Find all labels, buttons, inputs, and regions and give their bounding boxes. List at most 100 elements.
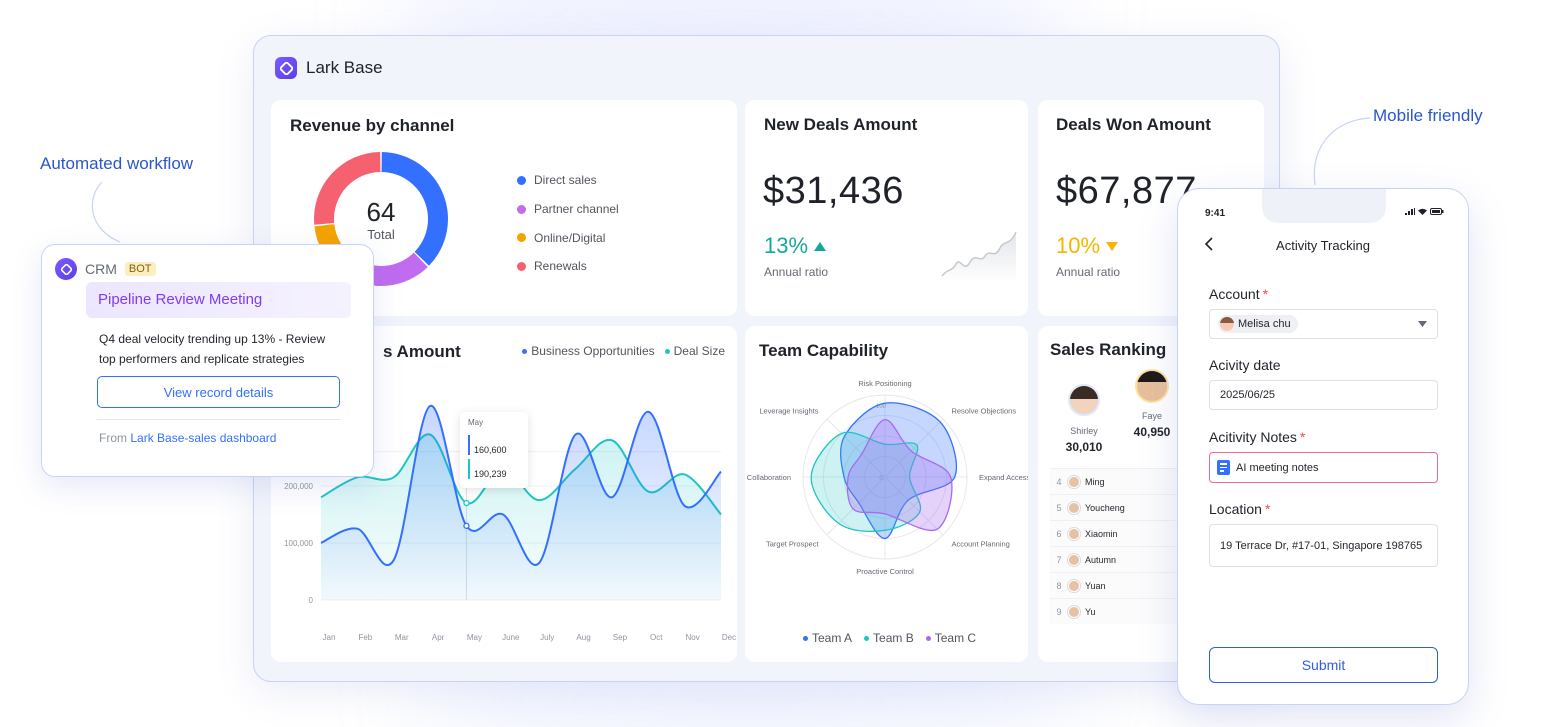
x-tick-label: Sep — [613, 633, 628, 642]
new-deals-sparkline — [941, 231, 1017, 283]
legend-item[interactable]: Renewals — [517, 252, 619, 281]
chevron-down-icon — [1418, 321, 1427, 327]
dashboard-window: Lark Base Revenue by channel 64 Total Di… — [253, 35, 1280, 682]
legend-label: Direct sales — [534, 173, 597, 188]
legend-item[interactable]: Direct sales — [517, 166, 619, 195]
radar-axis-label: Risk Positioning — [858, 379, 911, 388]
rank-name: Youcheng — [1085, 502, 1125, 513]
x-tick-label: Jan — [323, 633, 336, 642]
chart-tooltip: May 160,600 190,239 — [460, 412, 528, 488]
status-time: 9:41 — [1205, 208, 1226, 219]
series-area — [321, 405, 721, 600]
mobile-friendly-callout: Mobile friendly — [1373, 106, 1483, 125]
x-tick-label: May — [467, 633, 482, 642]
mobile-phone: 9:41 Activity Tracking Account * Melisa c… — [1177, 188, 1469, 705]
radar-axis-label: Proactive Control — [856, 567, 914, 576]
series-point — [463, 522, 470, 529]
legend-item[interactable]: Team C — [925, 631, 977, 645]
podium-second[interactable]: Shirley 30,010 — [1060, 384, 1108, 454]
crm-logo-icon — [55, 258, 77, 280]
account-label: Account * — [1209, 286, 1268, 302]
legend-label: Team C — [934, 631, 977, 645]
battery-icon — [1430, 208, 1444, 215]
crm-notification-card: CRM BOT Pipeline Review Meeting Q4 deal … — [41, 244, 374, 477]
legend-label: Renewals — [534, 259, 587, 274]
legend-dot — [522, 348, 528, 354]
wifi-icon — [1418, 208, 1427, 215]
x-tick-label: Mar — [395, 633, 409, 642]
amount-chart-title: s Amount — [383, 342, 461, 361]
triangle-up-icon — [814, 241, 827, 251]
revenue-title: Revenue by channel — [290, 116, 455, 135]
triangle-down-icon — [1106, 241, 1119, 251]
revenue-legend: Direct sales Partner channel Online/Digi… — [517, 166, 619, 281]
avatar — [1068, 527, 1080, 540]
x-tick-label: Apr — [432, 633, 445, 642]
date-input[interactable]: 2025/06/25 — [1209, 380, 1438, 410]
meeting-title: Pipeline Review Meeting — [86, 282, 351, 318]
podium-name: Faye — [1141, 411, 1162, 421]
radar-axis-label: Leverage Insights — [759, 407, 818, 416]
new-deals-amount: $31,436 — [763, 170, 904, 212]
amount-chart-legend: Business Opportunities Deal Size — [522, 344, 725, 358]
legend-item[interactable]: Team A — [803, 631, 852, 645]
x-tick-label: Aug — [576, 633, 590, 642]
rank-number: 4 — [1056, 476, 1062, 487]
lark-base-logo-icon — [275, 57, 297, 79]
rank-number: 8 — [1056, 580, 1062, 591]
y-tick-label: 0 — [309, 596, 314, 605]
deals-won-ratio-label: Annual ratio — [1056, 265, 1121, 279]
legend-dot — [664, 348, 670, 354]
radar-tick-label: 0 — [879, 476, 883, 482]
notes-input[interactable]: AI meeting notes — [1209, 452, 1438, 483]
rank-name: Ming — [1085, 476, 1105, 487]
radar-series — [810, 431, 922, 532]
podium-value: 30,010 — [1065, 440, 1103, 454]
radar-series — [839, 402, 957, 540]
tooltip-value: 160,600 — [474, 445, 507, 455]
submit-button[interactable]: Submit — [1209, 647, 1438, 683]
team-capability-title: Team Capability — [759, 341, 889, 360]
status-icons — [1405, 208, 1444, 215]
x-tick-label: Nov — [686, 633, 700, 642]
legend-item[interactable]: Deal Size — [664, 344, 725, 358]
required-mark: * — [1262, 286, 1269, 302]
legend-label: Team B — [873, 631, 914, 645]
avatar — [1068, 605, 1080, 618]
mobile-friendly-connector — [1313, 117, 1371, 186]
source-link[interactable]: Lark Base-sales dashboard — [130, 431, 277, 445]
radar-axis-label: Resolve Objections — [951, 407, 1016, 416]
label-text: Account — [1209, 286, 1260, 302]
tooltip-row: 160,600 — [468, 435, 520, 455]
date-label: Acivity date — [1209, 357, 1281, 373]
app-title: Lark Base — [306, 58, 383, 77]
required-mark: * — [1299, 429, 1306, 445]
legend-item[interactable]: Business Opportunities — [522, 344, 655, 358]
back-chevron-icon[interactable] — [1204, 237, 1214, 256]
avatar — [1135, 369, 1169, 403]
legend-item[interactable]: Team B — [864, 631, 914, 645]
chip-label: Melisa chu — [1238, 318, 1291, 330]
rank-number: 9 — [1056, 606, 1062, 617]
series-point — [463, 499, 470, 507]
x-tick-label: Oct — [650, 633, 663, 642]
new-deals-ratio-label: Annual ratio — [764, 265, 829, 279]
x-tick-label: June — [502, 633, 520, 642]
team-capability-card: Team Capability Risk Positioning Resolve … — [745, 326, 1028, 662]
donut-slice — [381, 152, 448, 266]
account-select[interactable]: Melisa chu — [1209, 309, 1438, 339]
legend-item[interactable]: Partner channel — [517, 195, 619, 224]
rank-number: 5 — [1056, 502, 1062, 513]
ratio-value: 13% — [764, 233, 809, 258]
radar-series — [846, 418, 953, 532]
legend-item[interactable]: Online/Digital — [517, 223, 619, 252]
donut-slice — [314, 152, 381, 225]
y-tick-label: 100,000 — [284, 539, 313, 548]
team-legend: Team A Team B Team C — [803, 631, 976, 645]
rank-name: Autumn — [1085, 554, 1117, 565]
avatar — [1068, 475, 1080, 488]
view-record-button[interactable]: View record details — [97, 376, 340, 408]
avatar — [1068, 553, 1080, 566]
podium-first[interactable]: Faye 40,950 — [1129, 369, 1175, 439]
location-input[interactable]: 19 Terrace Dr, #17-01, Singapore 198765 — [1209, 524, 1438, 567]
